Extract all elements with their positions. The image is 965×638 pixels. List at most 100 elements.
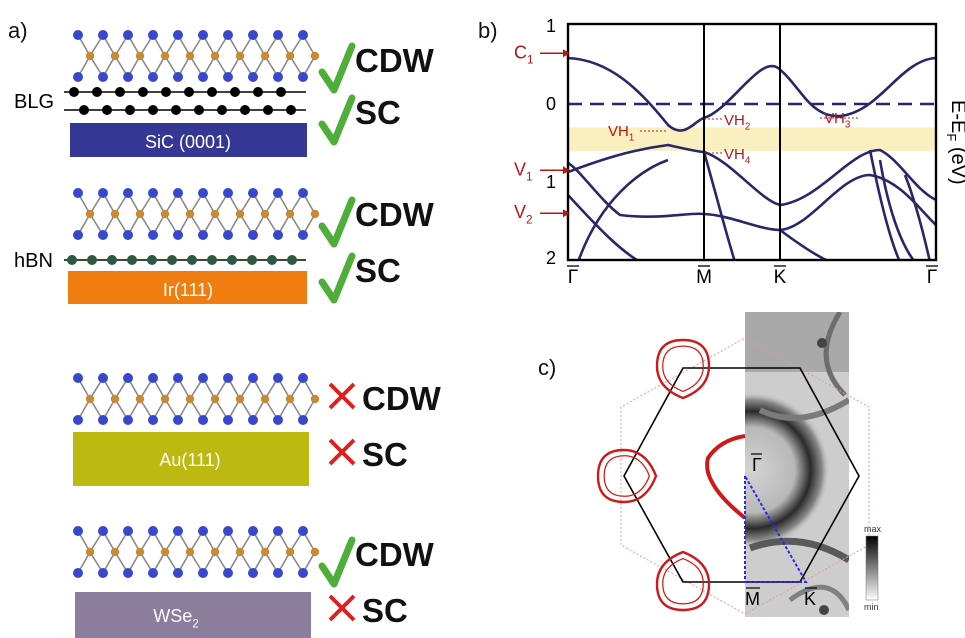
metal-atom — [110, 394, 120, 404]
carbon-atom — [125, 105, 135, 115]
au-substrate-label: Au(111) — [159, 450, 220, 470]
chalcogen-atom — [173, 526, 183, 536]
chalcogen-atom — [298, 188, 308, 198]
fs-m-label: M — [745, 589, 760, 609]
band-marker-label: C1 — [514, 42, 534, 66]
chalcogen-atom — [98, 72, 108, 82]
tmd-monolayer — [73, 373, 320, 425]
chalcogen-atom — [98, 568, 108, 578]
metal-atom — [260, 209, 270, 219]
chalcogen-atom — [148, 230, 158, 240]
fermi-pocket — [655, 550, 711, 612]
chalcogen-atom — [198, 30, 208, 40]
marker-arrowhead — [563, 49, 570, 58]
chalcogen-atom — [273, 415, 283, 425]
check-icon — [318, 94, 356, 146]
carbon-atom — [207, 87, 217, 97]
bn-atom — [147, 255, 157, 265]
chalcogen-atom — [73, 230, 83, 240]
chalcogen-atom — [123, 568, 133, 578]
metal-atom — [310, 51, 320, 61]
metal-atom — [160, 51, 170, 61]
metal-atom — [310, 547, 320, 557]
band-marker-label: V1 — [514, 159, 533, 183]
metal-atom — [185, 547, 195, 557]
chalcogen-atom — [148, 72, 158, 82]
band-curves — [568, 56, 936, 260]
carbon-atom — [148, 105, 158, 115]
panel-a-label: a) — [8, 18, 28, 43]
chalcogen-atom — [123, 415, 133, 425]
metal-atom — [260, 51, 270, 61]
sic-substrate — [70, 123, 307, 157]
au-substrate — [73, 432, 309, 486]
chalcogen-atom — [148, 526, 158, 536]
chalcogen-atom — [198, 568, 208, 578]
chalcogen-atom — [198, 72, 208, 82]
chalcogen-atom — [173, 30, 183, 40]
bn-atom — [207, 255, 217, 265]
bn-atom — [107, 255, 117, 265]
metal-atom — [210, 394, 220, 404]
metal-atom — [185, 394, 195, 404]
chalcogen-atom — [123, 230, 133, 240]
chalcogen-atom — [223, 188, 233, 198]
chalcogen-atom — [223, 415, 233, 425]
chalcogen-atom — [223, 230, 233, 240]
colorbar — [865, 535, 879, 601]
wse2-substrate — [75, 592, 311, 638]
vh-label: VH4 — [724, 146, 751, 167]
metal-atom — [235, 547, 245, 557]
colorbar-max: max — [864, 524, 882, 534]
property-indicators: CDW SC — [318, 536, 435, 629]
check-icon — [318, 252, 356, 304]
chalcogen-atom — [298, 373, 308, 383]
panel-a: BLG SiC (0001) CDW SC hBN Ir(111) CDW SC Au(111)… — [14, 30, 442, 638]
chalcogen-atom — [73, 188, 83, 198]
sic-substrate-label: SiC (0001) — [145, 132, 231, 152]
vh-label: VH2 — [724, 112, 750, 133]
carbon-atom — [217, 105, 227, 115]
metal-atom — [310, 209, 320, 219]
y-tick-label: 2 — [546, 248, 556, 268]
y-axis-label: E-EF (eV) — [944, 100, 965, 185]
band-curve — [878, 159, 916, 260]
chalcogen-atom — [223, 30, 233, 40]
band-curve — [779, 228, 829, 260]
carbon-atom — [286, 105, 296, 115]
chalcogen-atom — [248, 30, 258, 40]
chalcogen-atom — [298, 230, 308, 240]
outer-bz-hexagon — [620, 337, 870, 615]
chalcogen-atom — [173, 230, 183, 240]
carbon-atom — [253, 87, 263, 97]
check-icon — [318, 196, 356, 248]
metal-atom — [285, 51, 295, 61]
carbon-atom — [276, 87, 286, 97]
vh-leader-lines — [640, 117, 858, 154]
metal-atom — [235, 394, 245, 404]
bn-atom — [167, 255, 177, 265]
carbon-atom — [230, 87, 240, 97]
chalcogen-atom — [273, 373, 283, 383]
band-plot-frame — [566, 22, 938, 262]
chalcogen-atom — [173, 568, 183, 578]
chalcogen-atom — [223, 373, 233, 383]
sc-label: SC — [355, 94, 401, 131]
chalcogen-atom — [98, 188, 108, 198]
metal-atom — [135, 51, 145, 61]
chalcogen-atom — [298, 568, 308, 578]
ir-substrate — [68, 271, 307, 304]
chalcogen-atom — [273, 230, 283, 240]
band-curve — [903, 174, 931, 260]
tmd-monolayer — [73, 188, 320, 240]
hbn-layer — [64, 255, 306, 265]
vh-label: VH3 — [824, 110, 850, 131]
blg-label: BLG — [14, 91, 54, 113]
metal-atom — [160, 394, 170, 404]
property-indicators: CDW SC — [318, 196, 435, 304]
metal-atom — [110, 547, 120, 557]
chalcogen-atom — [73, 72, 83, 82]
cdw-label: CDW — [362, 380, 442, 417]
check-icon — [318, 536, 356, 588]
